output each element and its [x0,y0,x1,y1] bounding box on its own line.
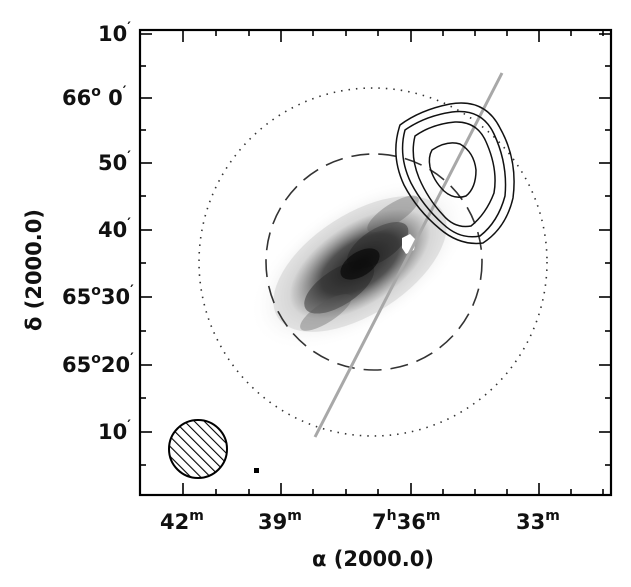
x-tick-label-39m: 39m [258,508,302,534]
galaxy-image [249,177,471,351]
beam-ellipse-icon [168,419,228,479]
dashed-circle [265,153,483,371]
contours [395,102,515,245]
y-ticks [140,33,611,466]
y-tick-label-50: 50′ [98,149,131,175]
x-tick-label-42m: 42m [160,508,204,534]
y-tick-label-10-bottom: 10′ [98,418,131,444]
y-tick-label-65-20: 65o20′ [62,351,134,377]
y-tick-label-66-0: 66o 0′ [62,84,127,110]
x-tick-label-7h36m: 7h36m [372,508,440,534]
y-axis-title: δ (2000.0) [22,209,46,331]
y-tick-label-65-30: 65o30′ [62,283,134,309]
x-tick-label-33m: 33m [516,508,560,534]
y-tick-label-10-top: 10′ [98,20,131,46]
x-axis-title: α (2000.0) [312,547,434,571]
x-tick-labels: 42m 39m 7h36m 33m [160,508,560,534]
y-tick-labels: 10′ 66o 0′ 50′ 40′ 65o30′ 65o20′ 10′ [62,20,134,444]
y-tick-label-40: 40′ [98,216,131,242]
point-marker [254,468,259,473]
dotted-circle [198,87,548,437]
x-ticks [182,30,604,495]
slit-line [313,72,504,438]
